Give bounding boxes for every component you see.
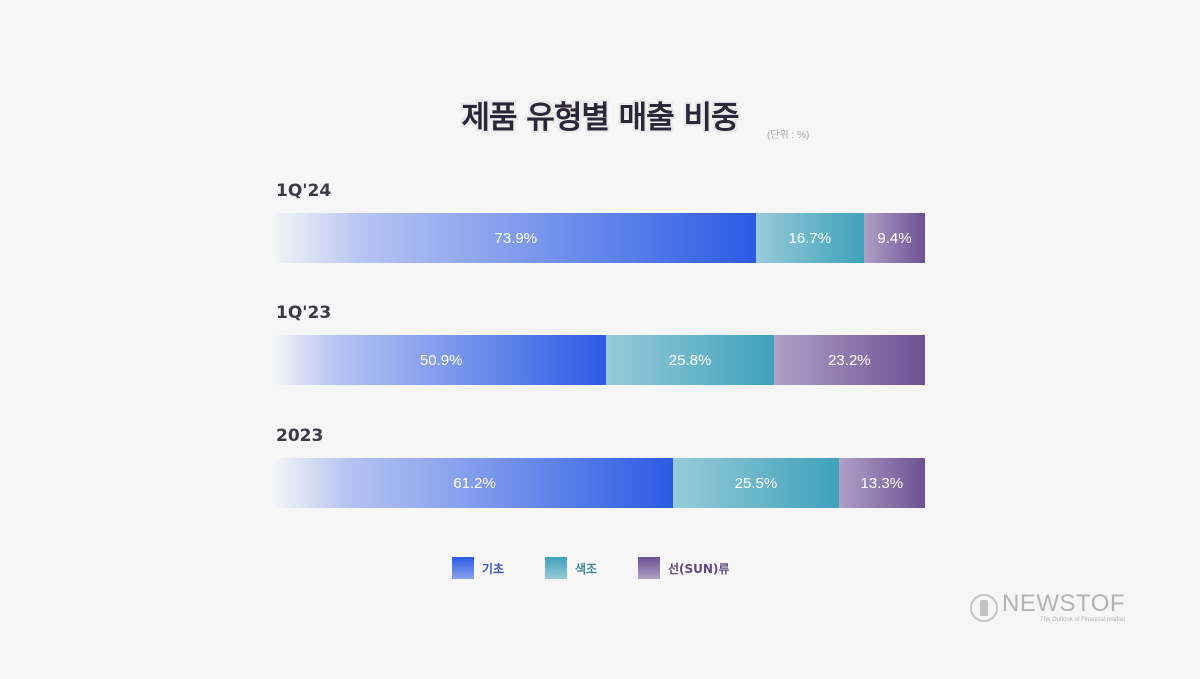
legend-swatch [452, 557, 474, 579]
legend-swatch [638, 557, 660, 579]
bar-1q23: 50.9% 25.8% 23.2% [276, 335, 925, 385]
bar-1q24: 73.9% 16.7% 9.4% [276, 213, 925, 263]
segment-value: 16.7% [788, 229, 832, 247]
segment-value: 25.8% [668, 351, 712, 369]
segment-value: 61.2% [453, 474, 496, 492]
row-label-2023: 2023 [276, 426, 324, 446]
segment-basic: 61.2% [276, 458, 674, 508]
segment-color: 25.5% [673, 458, 839, 508]
row-label-1q23: 1Q'23 [276, 303, 332, 323]
legend-label: 기초 [482, 561, 505, 576]
segment-color: 16.7% [755, 213, 864, 263]
chart-title-wrap: 제품 유형별 매출 비중 [0, 92, 1200, 137]
segment-sun: 23.2% [773, 335, 925, 385]
segment-value: 13.3% [860, 474, 904, 492]
lighthouse-icon [970, 593, 998, 622]
legend-label: 색조 [575, 561, 598, 576]
legend-swatch [545, 557, 567, 579]
bar-2023: 61.2% 25.5% 13.3% [276, 458, 925, 508]
segment-sun: 13.3% [838, 458, 925, 508]
logo-tagline: The Outlook of Financial market [1040, 617, 1126, 623]
segment-value: 9.4% [877, 229, 912, 247]
legend-item-sun: 선(SUN)류 [638, 557, 729, 579]
segment-value: 73.9% [494, 229, 538, 247]
unit-label: (단위 : %) [767, 130, 810, 141]
segment-color: 25.8% [606, 335, 774, 385]
segment-sun: 9.4% [863, 213, 925, 263]
segment-value: 23.2% [828, 351, 871, 369]
legend-item-color: 색조 [545, 557, 597, 579]
row-label-1q24: 1Q'24 [276, 181, 332, 201]
segment-basic: 73.9% [276, 213, 756, 263]
logo-name: NEWSTOF [1002, 590, 1126, 617]
segment-basic: 50.9% [276, 335, 607, 385]
legend-label: 선(SUN)류 [668, 561, 730, 576]
newstof-logo: NEWSTOF The Outlook of Financial market [970, 592, 1125, 623]
segment-value: 25.5% [734, 474, 778, 492]
segment-value: 50.9% [419, 351, 463, 369]
chart-title: 제품 유형별 매출 비중 [461, 100, 739, 136]
legend-item-basic: 기초 [452, 557, 504, 579]
